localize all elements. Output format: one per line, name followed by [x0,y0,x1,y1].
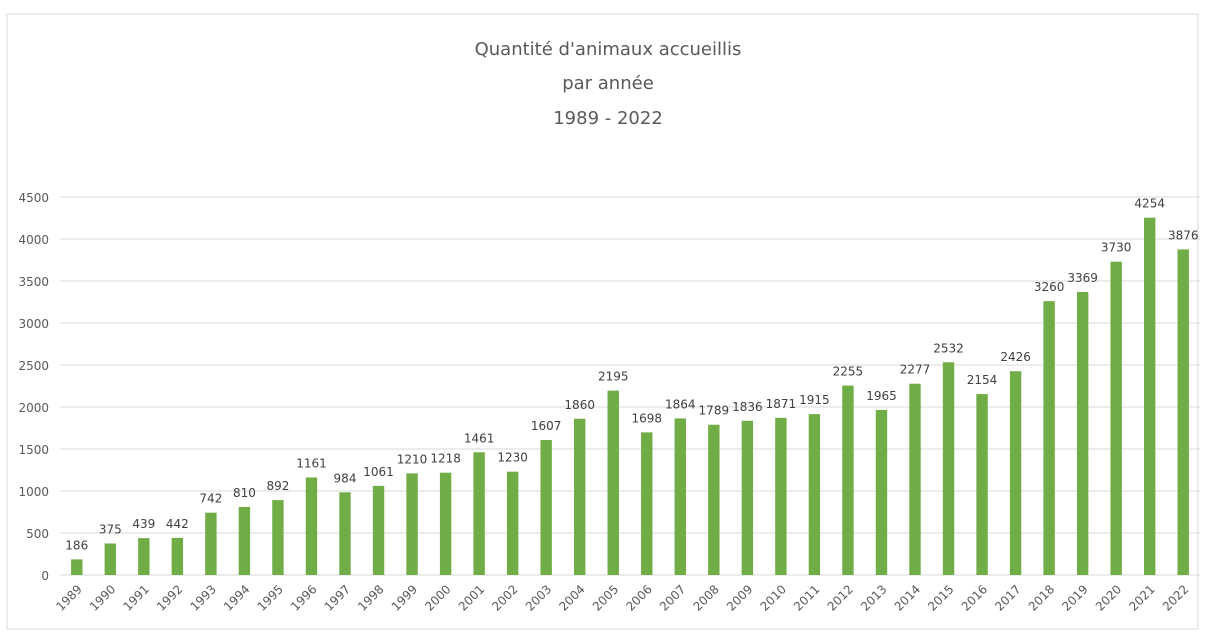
y-axis-ticks: 0 500 1000 1500 2000 2500 3000 3500 4000 4500 [18,191,49,583]
data-label: 375 [99,523,122,537]
y-tick-label: 1500 [18,443,49,457]
data-label: 1915 [799,393,830,407]
data-label: 1230 [497,451,528,465]
data-label: 1210 [397,452,428,466]
bar [1043,301,1055,575]
data-label: 2154 [967,373,998,387]
bar [909,383,921,575]
bar [439,472,452,575]
bar [473,452,485,575]
bar [339,492,351,575]
data-label: 439 [132,517,155,531]
bar [775,417,787,575]
data-label: 3876 [1168,228,1199,242]
bar [171,537,184,575]
y-tick-label: 3000 [18,317,49,331]
data-label: 1218 [430,452,461,466]
bar [741,420,754,575]
data-label: 1607 [531,419,562,433]
bar [1076,292,1089,575]
data-label: 892 [266,479,289,493]
chart-title: Quantité d'animaux accueillis par année … [475,39,742,129]
bar [1177,249,1189,575]
data-label: 2195 [598,370,629,384]
data-label: 1698 [631,411,662,425]
data-label: 2277 [900,363,931,377]
y-tick-label: 1000 [18,485,49,499]
data-label: 3260 [1034,280,1065,294]
bar [406,473,418,575]
bar [641,432,653,575]
data-label: 742 [199,492,222,506]
bar [607,390,619,575]
data-label: 2426 [1000,350,1031,364]
y-tick-label: 3500 [18,275,49,289]
bar [305,477,318,575]
chart-title-line-3: 1989 - 2022 [553,108,663,129]
bar [372,485,385,575]
bar [205,512,217,575]
bar [272,500,284,575]
bar [138,538,150,575]
bar [1009,371,1022,575]
bar [1144,217,1156,575]
chart-title-line-2: par année [562,73,654,94]
bar [506,471,519,575]
bar [875,409,888,575]
data-label: 1461 [464,431,495,445]
chart-title-line-1: Quantité d'animaux accueillis [475,39,742,60]
bar [674,418,686,575]
bar [238,506,251,575]
bar [842,385,854,575]
data-label: 3369 [1067,271,1098,285]
data-label: 1789 [699,404,730,418]
data-label: 1860 [564,398,595,412]
data-label: 1871 [766,397,797,411]
y-tick-label: 4000 [18,233,49,247]
data-label: 1161 [296,456,327,470]
bars [71,217,1189,575]
bar [104,543,116,575]
bar [942,362,955,575]
data-label: 1836 [732,400,763,414]
bar [976,394,988,575]
data-label: 186 [65,538,88,552]
data-label: 4254 [1134,197,1165,211]
data-label: 1061 [363,465,394,479]
data-label: 984 [334,471,357,485]
bar [540,440,552,575]
data-label: 2255 [833,365,864,379]
y-tick-label: 4500 [18,191,49,205]
bar [708,424,720,575]
bar [808,414,821,575]
bar [1110,261,1122,575]
y-tick-label: 2500 [18,359,49,373]
data-label: 1864 [665,397,696,411]
data-label: 2532 [933,341,964,355]
data-label: 442 [166,517,189,531]
data-label: 810 [233,486,256,500]
data-label: 1965 [866,389,897,403]
data-label: 3730 [1101,241,1132,255]
bar [574,418,586,575]
y-tick-label: 2000 [18,401,49,415]
bar [71,559,83,575]
y-tick-label: 0 [41,569,49,583]
y-tick-label: 500 [26,527,49,541]
